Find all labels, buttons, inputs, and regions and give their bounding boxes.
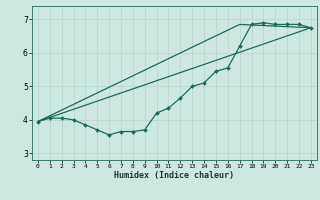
- X-axis label: Humidex (Indice chaleur): Humidex (Indice chaleur): [115, 171, 234, 180]
